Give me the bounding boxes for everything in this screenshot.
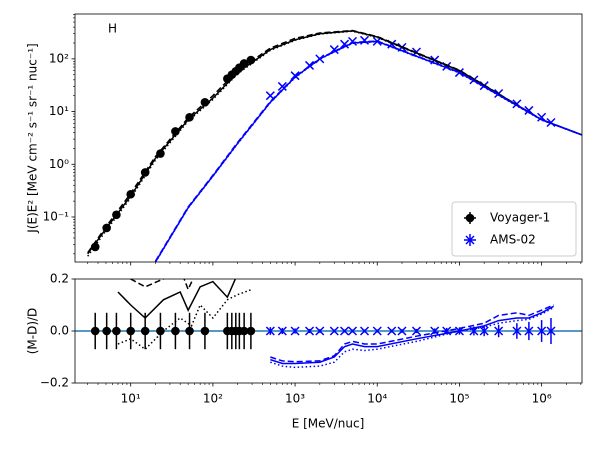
y-tick-label: 0.2 — [50, 272, 69, 286]
data-point — [340, 39, 350, 49]
data-point — [140, 326, 150, 336]
data-point — [387, 326, 397, 336]
data-point — [265, 326, 275, 336]
model-line — [129, 279, 194, 292]
x-axis-label: E [MeV/nuc] — [292, 417, 365, 431]
model-line — [87, 30, 582, 257]
data-point — [315, 326, 325, 336]
y-tick-label: 10² — [49, 51, 69, 65]
data-point — [112, 326, 121, 336]
legend-label: Voyager-1 — [490, 211, 550, 225]
x-tick-label: 10⁶ — [532, 392, 552, 406]
data-point — [340, 326, 350, 336]
data-point — [494, 326, 504, 336]
data-point — [430, 326, 440, 336]
data-point — [537, 326, 547, 336]
x-tick-label: 10³ — [285, 392, 305, 406]
data-point — [479, 326, 489, 336]
y-tick-label: 10¹ — [49, 104, 69, 118]
data-point — [200, 326, 210, 336]
model-line — [117, 279, 237, 320]
data-point — [90, 326, 100, 336]
data-point — [290, 326, 300, 336]
y-tick-label: −0.2 — [40, 376, 69, 390]
data-point — [512, 326, 522, 336]
data-point — [277, 326, 287, 336]
data-point — [246, 326, 256, 336]
data-point — [277, 81, 287, 91]
x-tick-label: 10⁴ — [367, 392, 387, 406]
data-point — [546, 326, 556, 336]
data-point — [397, 326, 407, 336]
plot-area — [75, 279, 582, 369]
model-line — [270, 306, 554, 369]
data-point — [372, 326, 382, 336]
data-point — [156, 326, 165, 336]
axes-frame — [74, 13, 583, 263]
plot-area — [87, 29, 582, 262]
data-point — [329, 326, 339, 336]
model-line — [270, 304, 554, 363]
y-axis-label: J(E)E² [MeV cm⁻² s⁻¹ sr⁻¹ nuc⁻¹] — [26, 43, 40, 233]
data-point — [347, 326, 358, 336]
model-line — [87, 29, 582, 254]
legend-box — [451, 201, 577, 257]
data-point — [102, 326, 111, 336]
data-point — [126, 326, 136, 336]
y-tick-label: 0.0 — [50, 324, 69, 338]
y-tick-label: 10⁻¹ — [43, 209, 70, 223]
model-line — [154, 40, 582, 262]
data-point — [185, 326, 194, 336]
panel-label: H — [108, 22, 117, 36]
legend-marker — [465, 213, 475, 223]
axes-frame — [74, 278, 583, 384]
data-point — [359, 326, 370, 336]
legend-label: AMS-02 — [490, 233, 536, 247]
x-tick-label: 10² — [203, 392, 223, 406]
model-line — [270, 305, 554, 365]
legend-marker — [465, 235, 475, 245]
y-tick-label: 10⁰ — [49, 157, 69, 171]
data-point — [239, 326, 249, 336]
x-tick-label: 10⁵ — [449, 392, 469, 406]
x-tick-label: 10¹ — [121, 392, 141, 406]
data-point — [305, 326, 315, 336]
data-point — [411, 326, 421, 336]
data-point — [524, 326, 534, 336]
data-point — [329, 45, 339, 55]
data-point — [171, 326, 180, 336]
y-axis-label: (M-D)/D — [26, 308, 40, 355]
model-line — [117, 288, 253, 351]
